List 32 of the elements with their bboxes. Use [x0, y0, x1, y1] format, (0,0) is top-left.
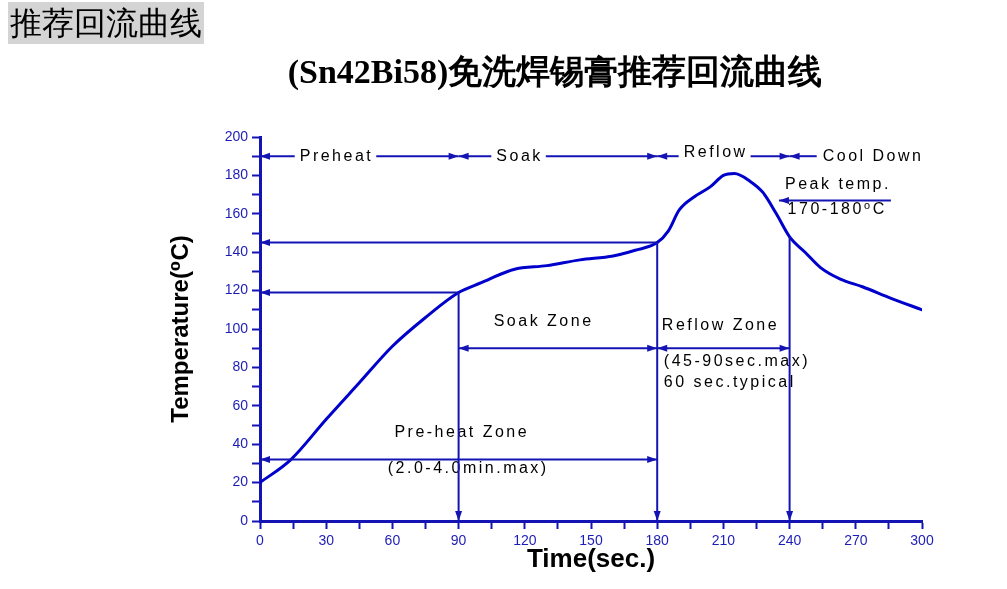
x-tick-label: 150 [579, 532, 603, 549]
chart-subtitle: (Sn42Bi58)免洗焊锡膏推荐回流曲线 [286, 52, 824, 92]
x-tick-label: 0 [256, 532, 265, 549]
y-tick-label: 120 [224, 281, 249, 298]
x-tick-label: 300 [910, 532, 934, 549]
annotation: Cool Down [822, 146, 924, 164]
x-tick-label: 270 [844, 532, 868, 549]
y-tick-label: 40 [232, 435, 249, 452]
y-tick-label: 140 [224, 243, 249, 260]
y-tick-label: 20 [232, 473, 249, 490]
y-tick-label: 200 [224, 127, 249, 144]
annotation: Soak Zone [493, 311, 594, 329]
x-tick-label: 90 [450, 532, 467, 549]
annotation: Preheat [299, 146, 374, 164]
chart-title: 推荐回流曲线 [8, 2, 204, 44]
y-tick-label: 160 [224, 204, 249, 221]
annotation: 170-180⁰C [787, 200, 887, 218]
annotation: Peak temp. [784, 175, 891, 193]
y-tick-label: 180 [224, 166, 249, 183]
x-tick-label: 240 [777, 532, 802, 549]
x-tick-label: 30 [318, 532, 335, 549]
annotation: Reflow [683, 142, 748, 160]
annotation: Soak [496, 146, 543, 164]
x-tick-label: 60 [384, 532, 401, 549]
y-tick-label: 0 [240, 511, 249, 528]
x-tick-label: 210 [711, 532, 736, 549]
y-tick-label: 60 [232, 396, 249, 413]
y-tick-label: 100 [224, 319, 249, 336]
x-tick-label: 180 [645, 532, 670, 549]
annotation: Reflow Zone [661, 315, 780, 333]
y-tick-label: 80 [232, 358, 249, 375]
y-axis-title: Temperature(⁰C) [166, 235, 194, 423]
